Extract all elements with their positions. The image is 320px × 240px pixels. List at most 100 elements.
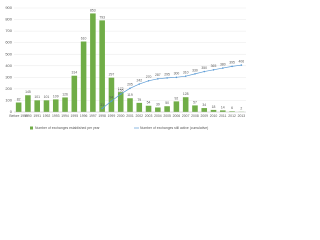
bar [210,109,217,112]
x-tick-label: 2004 [154,114,162,118]
x-tick-label: 1996 [80,114,88,118]
bar-value-label: 610 [81,36,87,40]
line-value-label: 300 [174,72,180,76]
x-tick-label: 1999 [108,114,116,118]
x-tick-label: 1991 [33,114,41,118]
x-tick-label: 2005 [163,114,171,118]
bar-value-label: 39 [156,102,160,106]
bar-value-label: 92 [175,96,179,100]
bar-value-label: 6 [231,106,233,110]
bar [62,97,68,112]
x-tick-label: 2011 [219,114,226,118]
bar-value-label: 119 [127,93,133,97]
bar-value-label: 128 [183,92,189,96]
x-tick-label: 2010 [210,114,218,118]
line-value-label: 295 [164,72,170,76]
bar-value-label: 54 [147,101,151,105]
y-tick-label: 500 [5,51,12,56]
line-value-label: 330 [192,68,198,72]
line-value-label: 350 [201,66,207,70]
bar-value-label: 79 [137,98,141,102]
bar [192,105,198,112]
bar-value-label: 101 [44,95,50,99]
x-tick-label: 2006 [173,114,181,118]
bar [145,105,152,112]
bar [229,111,235,112]
bar-value-label: 14 [221,105,225,109]
line-value-label: 94 [110,96,114,100]
bar-value-label: 297 [109,73,115,77]
bar [25,95,31,112]
x-tick-label: 1994 [61,114,69,118]
bar-value-label: 82 [17,97,21,101]
bar [136,102,143,112]
bar-value-label: 57 [193,100,197,104]
x-tick-label: 2007 [182,114,190,118]
bar [164,106,170,112]
bar-value-label: 50 [165,101,169,105]
line-value-label: 395 [229,61,235,65]
bar-value-label: 101 [34,95,40,99]
y-tick-label: 300 [5,74,12,79]
x-tick-label: 2000 [117,114,125,118]
line-value-label: 310 [183,71,189,75]
bar [43,100,50,112]
line-value-label: 270 [146,75,152,79]
x-tick-label: 2001 [126,114,134,118]
bar-value-label: 853 [90,8,96,12]
bar-value-label: 314 [71,71,77,75]
bar [201,108,208,112]
x-tick-label: 2013 [238,114,246,118]
y-tick-label: 900 [5,5,12,10]
x-tick-label: 1998 [98,114,106,118]
bar-value-label: 34 [202,103,206,107]
bar [71,75,78,112]
x-tick-label: 2008 [191,114,199,118]
legend-label: Number of exchanges still active (cumula… [140,126,208,130]
line-value-label: 287 [155,73,161,77]
line [101,64,242,109]
bar [155,107,161,112]
bar-value-label: 2 [240,107,242,111]
x-tick-label: Before 1990 [9,114,28,118]
y-tick-label: 700 [5,28,12,33]
y-tick-label: 400 [5,63,12,68]
bar [220,110,226,112]
y-tick-label: 800 [5,17,12,22]
x-tick-label: 1995 [71,114,79,118]
y-tick-label: 0 [10,109,13,114]
x-tick-label: 1992 [43,114,51,118]
y-tick-label: 200 [5,86,12,91]
line-value-label: 242 [136,78,142,82]
y-tick-label: 600 [5,40,12,45]
bar [80,41,87,113]
x-tick-label: 2002 [136,114,144,118]
legend-swatch [30,126,33,130]
line-value-label: 205 [127,83,133,87]
bar-value-label: 172 [118,87,124,91]
x-tick-label: 2012 [228,114,236,118]
legend-label: Number of exchanges established per year [35,126,101,130]
x-tick-label: 1993 [52,114,60,118]
y-tick-label: 100 [5,98,12,103]
bar [108,77,115,112]
bar-value-label: 109 [53,94,59,98]
bar [117,92,124,112]
x-tick-label: 2003 [145,114,153,118]
line-value-label: 31 [100,103,104,107]
line-value-label: 365 [211,64,217,68]
bar [34,100,40,112]
line-value-label: 380 [220,62,226,66]
bar-value-label: 18 [212,105,216,109]
line-value-label: 406 [239,59,245,63]
bar-value-label: 793 [99,15,105,19]
x-tick-label: 1997 [89,114,97,118]
x-tick-label: 1990 [24,114,32,118]
bar [182,97,189,112]
bar [90,13,96,112]
bar [52,99,59,112]
bar [15,102,22,112]
bar [127,98,133,112]
bar-value-label: 126 [62,92,68,96]
